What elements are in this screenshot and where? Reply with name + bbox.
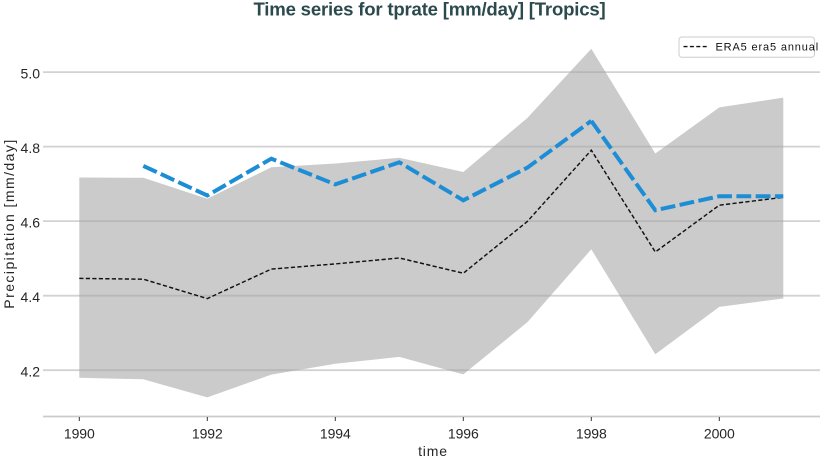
svg-text:5.0: 5.0 — [21, 66, 41, 82]
svg-text:4.8: 4.8 — [21, 140, 41, 156]
svg-text:Time series for tprate [mm/day: Time series for tprate [mm/day] [Tropics… — [253, 0, 605, 20]
svg-text:1990: 1990 — [64, 425, 95, 441]
svg-text:1998: 1998 — [576, 425, 607, 441]
svg-text:ERA5 era5 annual: ERA5 era5 annual — [716, 42, 820, 54]
svg-text:4.2: 4.2 — [21, 364, 41, 380]
svg-text:4.6: 4.6 — [21, 215, 41, 231]
svg-text:time: time — [418, 443, 448, 457]
svg-text:1992: 1992 — [192, 425, 223, 441]
svg-text:1994: 1994 — [320, 425, 351, 441]
svg-text:4.4: 4.4 — [21, 289, 41, 305]
svg-text:1996: 1996 — [448, 425, 479, 441]
svg-text:2000: 2000 — [704, 425, 735, 441]
svg-text:Precipitation [mm/day]: Precipitation [mm/day] — [1, 138, 17, 308]
